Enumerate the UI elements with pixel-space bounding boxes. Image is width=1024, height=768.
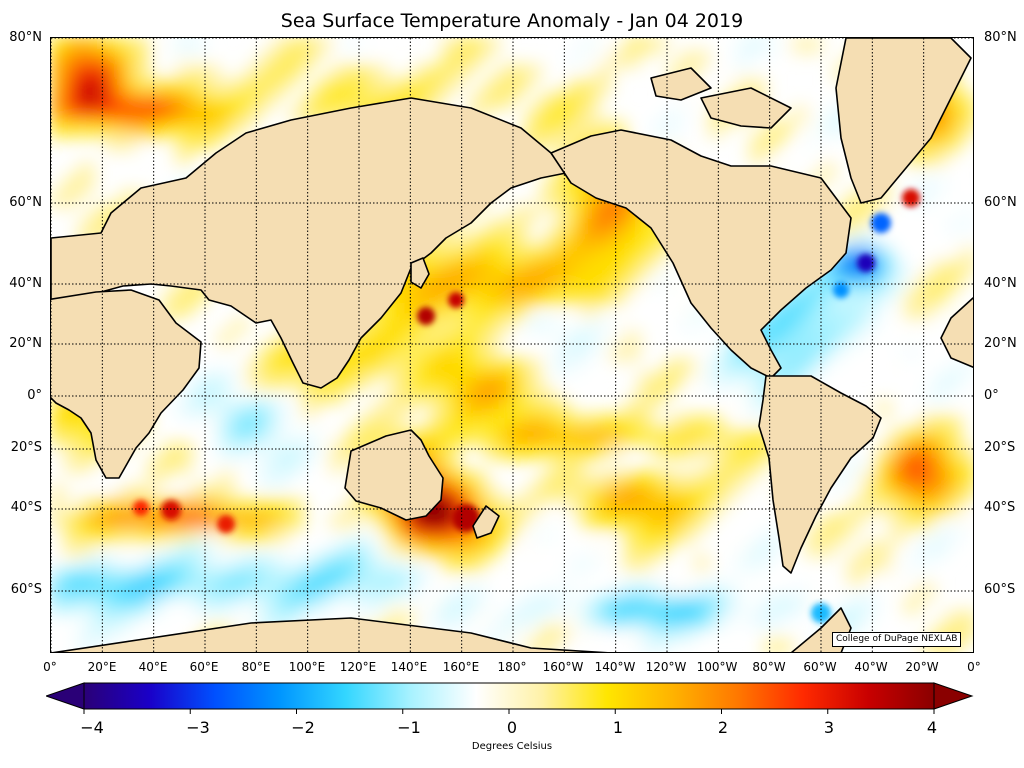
land-outline	[758, 375, 882, 574]
land-outline	[940, 297, 973, 369]
land-masses	[51, 38, 973, 652]
lat-label-left: 40°N	[9, 276, 42, 291]
sst-anomaly-map	[51, 38, 973, 652]
lon-label: 100°E	[288, 660, 326, 674]
credit-label: College of DuPage NEXLAB	[832, 632, 962, 647]
land-outline	[650, 67, 712, 101]
land-outline	[550, 129, 852, 379]
colorbar-high-extend	[933, 682, 974, 710]
lat-label-left: 60°N	[9, 195, 42, 210]
land-outline	[472, 505, 500, 539]
lat-label-left: 20°S	[10, 440, 42, 455]
lat-label-right: 40°N	[984, 276, 1017, 291]
lat-label-left: 40°S	[10, 500, 42, 515]
colorbar-tick-label: 0	[506, 718, 518, 737]
map-frame	[50, 37, 974, 653]
lat-label-right: 0°	[984, 388, 999, 403]
lat-label-right: 40°S	[984, 500, 1016, 515]
lon-label: 160°W	[542, 660, 584, 674]
land-outline	[51, 97, 567, 389]
colorbar-low-extend	[46, 682, 85, 710]
map-title: Sea Surface Temperature Anomaly - Jan 04…	[280, 10, 744, 32]
land-outline	[410, 257, 430, 289]
lon-label: 0°	[43, 660, 57, 674]
lon-label: 20°W	[905, 660, 939, 674]
colorbar-gradient	[83, 682, 935, 710]
lon-label: 120°E	[339, 660, 377, 674]
lon-label: 0°	[967, 660, 981, 674]
lat-label-right: 60°S	[984, 582, 1016, 597]
lat-label-right: 20°S	[984, 440, 1016, 455]
lon-label: 40°E	[138, 660, 168, 674]
land-outline	[52, 617, 608, 652]
lat-label-left: 80°N	[9, 30, 42, 45]
colorbar-tick-label: 4	[926, 718, 938, 737]
colorbar-label: Degrees Celsius	[471, 741, 553, 752]
colorbar	[46, 682, 974, 714]
colorbar-tick-label: −2	[291, 718, 315, 737]
lon-label: 120°W	[645, 660, 687, 674]
colorbar-tick-label: −4	[80, 718, 104, 737]
lon-label: 160°E	[442, 660, 480, 674]
lon-label: 140°E	[390, 660, 428, 674]
anomaly-detail	[133, 189, 920, 623]
land-outline	[835, 38, 972, 204]
lon-label: 100°W	[696, 660, 738, 674]
lat-label-left: 0°	[27, 388, 42, 403]
lon-label: 40°W	[854, 660, 888, 674]
land-outline	[51, 289, 202, 479]
lon-label: 80°E	[241, 660, 271, 674]
lon-label: 60°E	[189, 660, 219, 674]
lon-label: 180°	[497, 660, 527, 674]
lon-label: 20°E	[87, 660, 117, 674]
lon-label: 80°W	[752, 660, 786, 674]
lat-label-right: 80°N	[984, 30, 1017, 45]
lon-label: 60°W	[803, 660, 837, 674]
lat-label-left: 20°N	[9, 336, 42, 351]
colorbar-tick-label: −3	[186, 718, 210, 737]
lat-lon-grid	[51, 38, 973, 652]
colorbar-tick-label: 1	[612, 718, 624, 737]
colorbar-ticks	[83, 709, 935, 714]
colorbar-tick-label: 2	[717, 718, 729, 737]
lat-label-right: 20°N	[984, 336, 1017, 351]
lat-label-right: 60°N	[984, 195, 1017, 210]
land-outline	[344, 429, 444, 521]
land-outline	[700, 87, 792, 129]
colorbar-tick-label: 3	[823, 718, 835, 737]
lon-label: 140°W	[594, 660, 636, 674]
colorbar-tick-label: −1	[397, 718, 421, 737]
lat-label-left: 60°S	[10, 582, 42, 597]
